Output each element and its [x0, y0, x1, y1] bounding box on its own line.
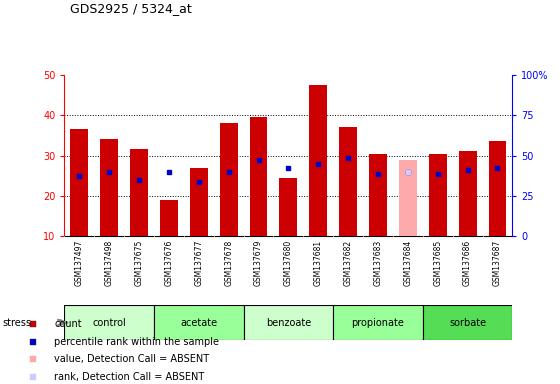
Text: GSM137678: GSM137678 [224, 240, 233, 286]
Text: value, Detection Call = ABSENT: value, Detection Call = ABSENT [54, 354, 209, 364]
Bar [279, 178, 297, 236]
Text: GSM137677: GSM137677 [194, 240, 203, 286]
Text: GSM137679: GSM137679 [254, 240, 263, 286]
Bar [369, 154, 387, 236]
Text: acetate: acetate [180, 318, 217, 328]
Bar [339, 127, 357, 236]
Text: GSM137497: GSM137497 [75, 240, 84, 286]
Text: sorbate: sorbate [449, 318, 486, 328]
Text: stress: stress [3, 318, 32, 328]
Text: GSM137681: GSM137681 [314, 240, 323, 286]
Text: count: count [54, 319, 82, 329]
Bar [100, 139, 118, 236]
Bar [423, 305, 512, 340]
Text: GSM137675: GSM137675 [134, 240, 143, 286]
Bar [244, 305, 333, 340]
Text: percentile rank within the sample: percentile rank within the sample [54, 337, 219, 347]
Bar [399, 160, 417, 236]
Bar [488, 141, 506, 236]
Bar [190, 167, 208, 236]
Text: GSM137683: GSM137683 [374, 240, 382, 286]
Text: GSM137685: GSM137685 [433, 240, 442, 286]
Text: GSM137682: GSM137682 [344, 240, 353, 286]
Text: rank, Detection Call = ABSENT: rank, Detection Call = ABSENT [54, 372, 204, 382]
Text: GSM137680: GSM137680 [284, 240, 293, 286]
Text: GDS2925 / 5324_at: GDS2925 / 5324_at [70, 2, 192, 15]
Text: benzoate: benzoate [266, 318, 311, 328]
Bar [459, 152, 477, 236]
Bar [160, 200, 178, 236]
Bar [154, 305, 244, 340]
Text: GSM137684: GSM137684 [403, 240, 412, 286]
Text: control: control [92, 318, 126, 328]
Bar [309, 85, 327, 236]
Text: GSM137687: GSM137687 [493, 240, 502, 286]
Bar [333, 305, 423, 340]
Bar [220, 123, 237, 236]
Bar [130, 149, 148, 236]
Text: GSM137498: GSM137498 [105, 240, 114, 286]
Text: propionate: propionate [352, 318, 404, 328]
Bar [250, 117, 268, 236]
Text: GSM137676: GSM137676 [165, 240, 174, 286]
Bar [71, 129, 88, 236]
Text: GSM137686: GSM137686 [463, 240, 472, 286]
Bar [399, 160, 417, 236]
Bar [64, 305, 154, 340]
Bar [429, 154, 447, 236]
